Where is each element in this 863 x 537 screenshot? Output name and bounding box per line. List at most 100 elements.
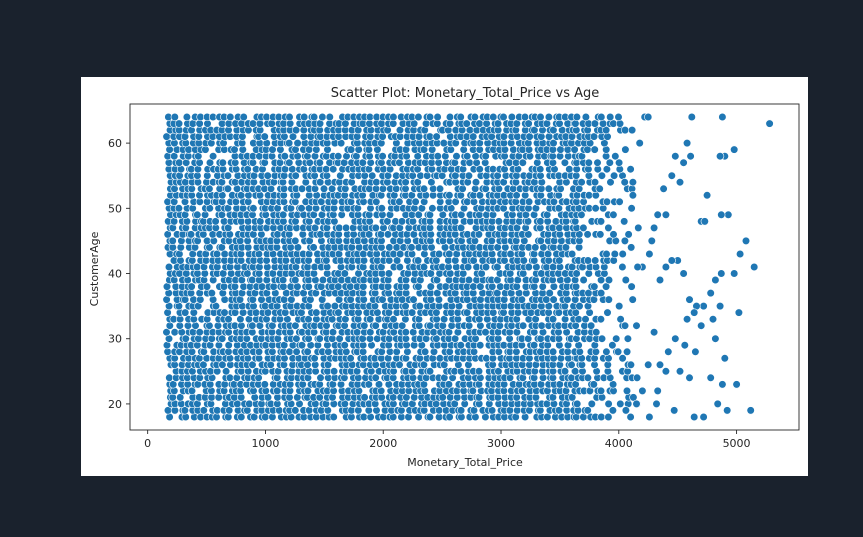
data-point <box>297 204 306 213</box>
data-point <box>249 204 258 213</box>
data-point <box>560 367 570 376</box>
data-point <box>702 191 712 200</box>
data-point <box>359 412 368 422</box>
data-point <box>649 328 659 337</box>
data-point <box>444 380 454 389</box>
data-point <box>579 223 588 232</box>
data-point <box>713 399 722 409</box>
data-point <box>604 295 613 304</box>
data-point <box>615 119 625 128</box>
data-point <box>462 119 471 128</box>
data-point <box>730 269 739 278</box>
data-point <box>494 217 504 226</box>
data-point <box>456 112 465 122</box>
data-point <box>371 321 380 330</box>
x-tick-label: 3000 <box>487 437 515 450</box>
data-point <box>202 282 212 291</box>
data-point <box>741 236 751 245</box>
data-point <box>291 236 300 245</box>
data-point <box>170 328 179 337</box>
data-point <box>507 112 517 122</box>
data-point <box>342 152 351 161</box>
data-point <box>616 315 625 324</box>
data-point <box>597 171 607 180</box>
data-point <box>162 328 171 337</box>
data-point <box>647 236 656 245</box>
data-point <box>682 315 692 324</box>
data-point <box>655 275 665 285</box>
data-point <box>457 406 466 415</box>
data-point <box>608 341 617 350</box>
data-point <box>734 308 744 317</box>
data-point <box>470 112 480 122</box>
data-point <box>318 275 328 285</box>
data-point <box>667 256 676 265</box>
data-point <box>435 249 444 259</box>
data-point <box>488 165 498 174</box>
data-point <box>303 386 312 396</box>
data-point <box>596 315 606 324</box>
data-point <box>445 347 454 356</box>
data-point <box>494 184 504 193</box>
data-point <box>596 289 606 298</box>
data-point <box>680 341 689 350</box>
data-point <box>267 119 276 128</box>
data-point <box>419 262 429 272</box>
data-point <box>653 210 662 219</box>
data-point <box>409 295 418 304</box>
data-point <box>512 315 521 324</box>
data-point <box>622 347 632 356</box>
data-point <box>340 269 349 278</box>
data-point <box>711 275 720 285</box>
data-point <box>549 282 559 291</box>
data-point <box>445 112 455 122</box>
x-tick-label: 2000 <box>369 437 397 450</box>
data-point <box>199 360 208 369</box>
data-point <box>303 347 312 356</box>
data-point <box>377 119 386 128</box>
data-point <box>218 158 227 167</box>
data-point <box>706 289 715 298</box>
data-point <box>590 178 600 187</box>
data-point <box>711 334 720 343</box>
data-point <box>329 412 338 422</box>
data-point <box>568 249 577 259</box>
data-point <box>545 289 554 298</box>
data-point <box>260 132 269 141</box>
data-point <box>520 112 530 122</box>
data-point <box>589 380 598 389</box>
data-point <box>239 112 248 122</box>
data-point <box>193 210 202 219</box>
data-point <box>590 282 599 291</box>
data-point <box>715 152 725 161</box>
data-point <box>627 243 636 252</box>
data-point <box>587 399 596 409</box>
data-point <box>342 223 351 232</box>
data-point <box>499 112 508 122</box>
data-point <box>408 308 417 317</box>
data-point <box>218 334 227 343</box>
data-point <box>675 178 685 187</box>
data-point <box>425 367 435 376</box>
data-point <box>679 158 688 167</box>
data-point <box>263 171 272 180</box>
data-point <box>360 393 369 402</box>
data-point <box>593 158 602 167</box>
data-point <box>632 321 641 330</box>
data-point <box>610 249 619 259</box>
data-point <box>549 295 558 304</box>
y-tick-label: 60 <box>108 137 122 150</box>
data-point <box>300 112 309 122</box>
x-tick-label: 5000 <box>723 437 751 450</box>
data-point <box>618 354 627 363</box>
data-point <box>628 295 637 304</box>
data-point <box>374 380 384 389</box>
x-axis-label: Monetary_Total_Price <box>407 456 523 469</box>
data-point <box>195 328 204 337</box>
data-point <box>207 289 216 298</box>
data-point <box>573 399 582 409</box>
data-point <box>180 406 189 415</box>
y-tick-label: 40 <box>108 268 122 281</box>
data-point <box>618 249 627 259</box>
data-point <box>175 249 184 259</box>
